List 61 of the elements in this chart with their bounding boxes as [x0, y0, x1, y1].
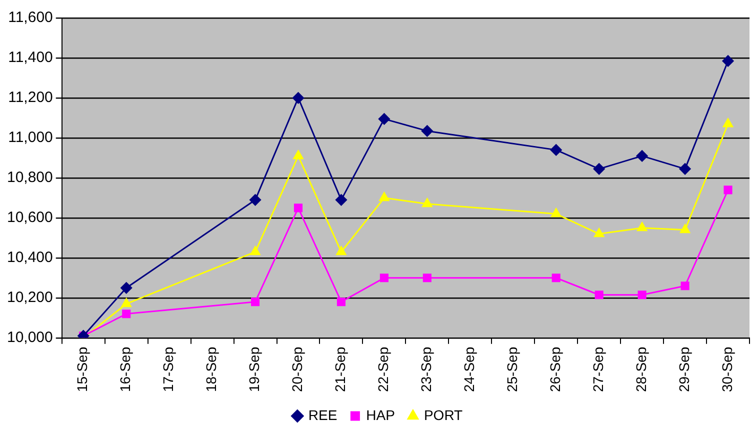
x-tick-label: 28-Sep [632, 346, 649, 392]
point [378, 113, 390, 125]
point [294, 204, 303, 212]
x-tick-label: 24-Sep [461, 346, 478, 392]
y-tick-label: 10,400 [6, 249, 53, 266]
legend-label: PORT [424, 406, 464, 423]
x-tick-label: 18-Sep [203, 346, 220, 392]
point [422, 198, 432, 208]
x-tick-label: 15-Sep [74, 346, 90, 392]
y-tick-label: 10,000 [6, 328, 53, 346]
y-tick-label: 10,200 [6, 289, 53, 306]
point [379, 192, 390, 202]
point [593, 163, 605, 175]
y-tick-label: 10,800 [6, 169, 53, 186]
point [552, 274, 560, 282]
point [551, 208, 562, 218]
point [722, 55, 734, 67]
x-tick-label: 27-Sep [590, 346, 606, 392]
x-tick-label: 25-Sep [504, 346, 520, 392]
x-tick-label: 29-Sep [676, 346, 692, 392]
y-tick-label: 11,200 [8, 89, 53, 106]
y-tick-label: 11,000 [8, 129, 53, 146]
point [121, 298, 132, 308]
point [679, 163, 691, 175]
y-tick-label: 11,400 [8, 49, 53, 66]
point [636, 222, 648, 232]
point [380, 274, 388, 282]
point [594, 290, 604, 300]
point [638, 290, 646, 300]
point [250, 194, 262, 206]
x-tick-label: 19-Sep [246, 346, 262, 392]
point [336, 298, 346, 306]
x-tick-label: 21-Sep [332, 346, 348, 392]
y-tick-label: 10,600 [6, 209, 53, 226]
legend-label: REE [308, 406, 338, 423]
point [680, 282, 690, 290]
point [250, 246, 260, 256]
x-tick-label: 20-Sep [289, 346, 306, 392]
x-tick-label: 17-Sep [160, 346, 176, 392]
point [636, 150, 648, 162]
point [336, 246, 346, 256]
x-tick-label: 30-Sep [718, 346, 735, 392]
point [293, 150, 304, 160]
point [724, 186, 732, 194]
y-tick-label: 11,600 [8, 9, 53, 26]
point [250, 298, 260, 306]
point [422, 274, 432, 282]
point [292, 92, 304, 104]
x-tick-label: 16-Sep [117, 346, 134, 392]
x-tick-label: 23-Sep [418, 346, 434, 392]
x-tick-label: 22-Sep [375, 346, 392, 392]
point [122, 310, 131, 318]
legend-label: HAP [366, 406, 395, 423]
point [335, 194, 347, 206]
point [722, 118, 734, 128]
point [550, 144, 562, 156]
point [120, 282, 132, 294]
point [594, 228, 604, 238]
x-tick-label: 26-Sep [546, 346, 563, 392]
point [421, 125, 433, 137]
point [680, 224, 690, 234]
